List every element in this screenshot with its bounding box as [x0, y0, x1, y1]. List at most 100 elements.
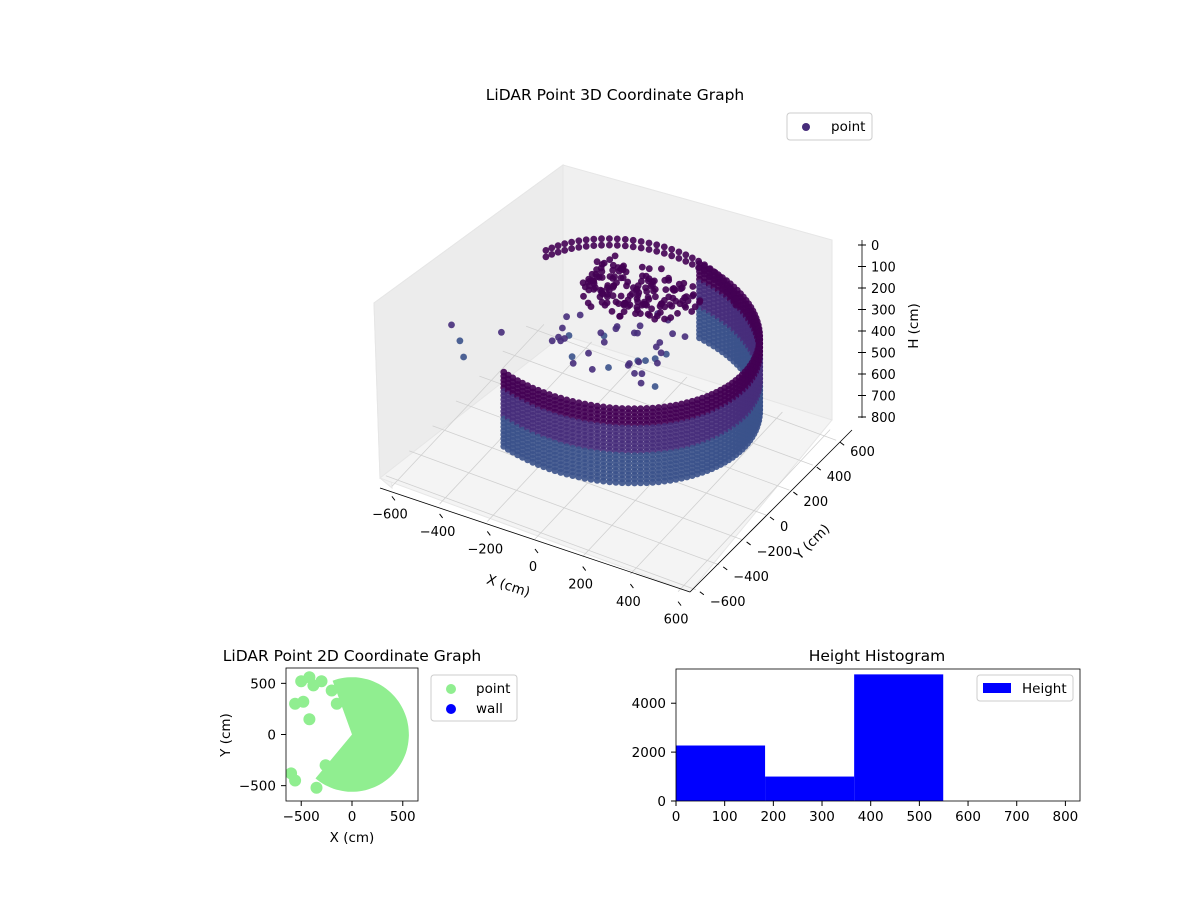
point-3d [606, 235, 613, 243]
x-tick-label-hist: 300 [809, 809, 835, 825]
point-3d [666, 476, 674, 484]
point-3d [645, 265, 653, 273]
y-tick-label-hist: 0 [657, 794, 666, 810]
y-tick-label-2d: −500 [239, 779, 276, 795]
point-3d [643, 288, 651, 295]
x-tick-3d [439, 513, 444, 519]
grid-line [526, 325, 837, 441]
legend-2d-marker-wall [446, 704, 456, 714]
point-3d [593, 273, 601, 280]
chart-histogram: Height Histogram 0 100 200 300 400 500 600 700 8… [632, 647, 1081, 825]
point-3d [631, 479, 638, 487]
point-3d [585, 349, 592, 357]
x-tick-label-3d: −400 [420, 525, 456, 540]
point-3d [568, 238, 575, 246]
point-3d [645, 246, 653, 253]
point-3d [638, 277, 645, 285]
y-tick-label-3d: 600 [850, 445, 875, 460]
point-3d [582, 242, 590, 250]
point-3d [551, 467, 559, 475]
x-tick-label-2d: −500 [283, 809, 320, 825]
point-3d [581, 474, 589, 482]
point-3d [622, 268, 630, 276]
point-3d [666, 301, 674, 308]
point-3d [660, 243, 668, 251]
point-3d [617, 274, 625, 282]
histogram-bar [676, 745, 766, 801]
point-3d [706, 271, 714, 279]
point-3d [662, 350, 670, 358]
point-3d [606, 478, 614, 486]
point-3d [606, 273, 614, 280]
point-3d [651, 383, 659, 390]
point-3d [656, 302, 664, 310]
point-3d [681, 302, 688, 309]
legend-3d-marker [802, 123, 810, 131]
z-tick-label-3d: 0 [871, 239, 879, 254]
histogram-bar [854, 674, 944, 801]
point-3d [653, 241, 661, 249]
point-2d [330, 697, 343, 710]
y-tick-3d [816, 466, 822, 471]
point-3d [559, 324, 566, 332]
point-3d [561, 240, 569, 248]
point-3d [657, 349, 665, 357]
point-3d [618, 479, 626, 487]
z-axis-label-3d: H (cm) [906, 303, 922, 349]
point-3d [637, 238, 645, 245]
x-tick-3d [582, 566, 587, 571]
point-3d [534, 461, 542, 468]
point-3d [597, 264, 605, 272]
point-3d [590, 277, 598, 285]
point-3d [613, 242, 621, 249]
point-3d [561, 246, 569, 254]
y-tick-3d [793, 491, 798, 496]
point-3d [575, 243, 583, 251]
y-tick-label-3d: 200 [803, 495, 828, 510]
legend-hist-swatch [983, 683, 1011, 693]
point-3d [645, 295, 653, 303]
point-3d [542, 253, 550, 261]
point-3d [652, 293, 659, 301]
z-tick-label-3d: 400 [871, 325, 896, 340]
y-axis-label-2d: Y (cm) [218, 713, 234, 758]
y-tick-3d [746, 541, 751, 546]
y-tick-label-3d: −600 [710, 595, 746, 610]
point-3d [611, 252, 619, 260]
point-3d [668, 245, 676, 253]
point-3d [563, 313, 570, 321]
x-tick-label-hist: 100 [712, 809, 738, 825]
point-3d [657, 309, 664, 316]
z-tick-label-3d: 300 [871, 304, 896, 319]
point-3d [658, 265, 665, 273]
grid-line [630, 411, 783, 575]
x-tick-3d [677, 601, 682, 606]
point-3d [587, 303, 595, 310]
point-3d [448, 321, 455, 329]
point-3d [732, 295, 740, 302]
point-3d [610, 282, 618, 290]
point-2d [289, 697, 302, 710]
x-tick-label-3d: 600 [664, 613, 689, 628]
point-3d [696, 298, 703, 306]
point-3d [623, 282, 630, 290]
point-3d [634, 329, 641, 337]
point-3d [548, 251, 556, 258]
legend-hist: Height [976, 674, 1074, 702]
point-3d [590, 242, 598, 250]
x-tick-label-3d: 0 [529, 560, 537, 575]
histogram-bars [676, 674, 944, 801]
point-3d [660, 250, 668, 257]
point-3d [498, 328, 505, 336]
z-tick-label-3d: 700 [871, 390, 896, 405]
point-cloud-2d [286, 671, 409, 794]
legend-2d-label-wall: wall [476, 701, 503, 717]
point-3d [672, 475, 680, 483]
point-3d [557, 469, 565, 476]
y-tick-label-hist: 2000 [632, 745, 666, 761]
point-3d [616, 312, 623, 320]
point-3d [637, 379, 645, 387]
point-3d [626, 360, 633, 367]
point-3d [529, 458, 537, 466]
